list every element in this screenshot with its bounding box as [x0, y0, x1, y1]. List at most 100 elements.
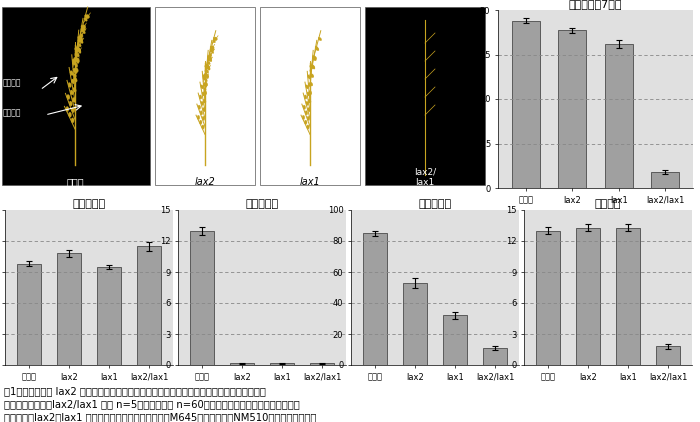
Bar [270, 363, 294, 365]
Ellipse shape [302, 115, 304, 119]
Bar [559, 30, 586, 188]
Ellipse shape [211, 46, 214, 49]
Ellipse shape [307, 116, 309, 120]
Ellipse shape [201, 85, 204, 89]
Ellipse shape [312, 65, 315, 69]
Ellipse shape [318, 37, 321, 41]
Ellipse shape [75, 57, 78, 62]
Ellipse shape [84, 18, 88, 21]
Ellipse shape [78, 38, 83, 43]
Bar [2, 7, 150, 185]
Ellipse shape [74, 73, 76, 78]
Ellipse shape [201, 101, 204, 106]
Title: 二次枝梗数: 二次枝梗数 [246, 199, 279, 209]
Ellipse shape [80, 33, 83, 37]
Text: lax2/
lax1: lax2/ lax1 [414, 168, 436, 187]
Title: 一株穂数: 一株穂数 [595, 199, 622, 209]
Ellipse shape [198, 105, 201, 109]
Ellipse shape [209, 55, 211, 58]
Ellipse shape [209, 53, 212, 56]
Ellipse shape [202, 125, 204, 129]
Text: 図1　疏粒変異体 lax2 の穂の形質および分げつ数。野生型写真に代表的な一次枝梗・二次枝
梗を矢印で示す。lax2/lax1 のみ n=5、それ以外は n=6: 図1 疏粒変異体 lax2 の穂の形質および分げつ数。野生型写真に代表的な一次枝… [4, 386, 316, 422]
Ellipse shape [309, 65, 313, 69]
Ellipse shape [199, 120, 202, 124]
Ellipse shape [208, 67, 210, 70]
Ellipse shape [66, 95, 70, 100]
Text: 野生型: 野生型 [66, 177, 84, 187]
Ellipse shape [72, 97, 76, 103]
Bar [365, 7, 485, 185]
Ellipse shape [211, 47, 214, 51]
Ellipse shape [78, 36, 81, 41]
Ellipse shape [71, 79, 75, 84]
Ellipse shape [87, 14, 90, 18]
Ellipse shape [203, 77, 205, 80]
Ellipse shape [199, 95, 202, 99]
Ellipse shape [206, 76, 209, 78]
Bar [651, 172, 679, 188]
Ellipse shape [203, 99, 206, 103]
Ellipse shape [79, 37, 83, 41]
Ellipse shape [311, 74, 314, 78]
Ellipse shape [83, 25, 86, 28]
Ellipse shape [307, 75, 311, 79]
Bar [230, 363, 254, 365]
Ellipse shape [78, 39, 80, 43]
Ellipse shape [197, 115, 199, 119]
Ellipse shape [205, 67, 207, 70]
Bar [190, 231, 214, 365]
Ellipse shape [202, 75, 206, 79]
Ellipse shape [80, 40, 83, 43]
Ellipse shape [206, 65, 210, 69]
Ellipse shape [309, 82, 313, 86]
Ellipse shape [303, 105, 306, 109]
Ellipse shape [209, 59, 212, 62]
Ellipse shape [208, 57, 211, 61]
Ellipse shape [77, 48, 81, 52]
Ellipse shape [207, 58, 210, 61]
Ellipse shape [76, 58, 80, 62]
Bar [97, 267, 121, 365]
Bar [363, 233, 387, 365]
Ellipse shape [206, 64, 209, 68]
Text: lax1: lax1 [300, 177, 321, 187]
Ellipse shape [66, 106, 69, 111]
Ellipse shape [70, 70, 74, 76]
Bar [483, 348, 507, 365]
Ellipse shape [204, 65, 208, 69]
Ellipse shape [83, 30, 85, 34]
Ellipse shape [75, 68, 78, 72]
Ellipse shape [213, 37, 216, 41]
Ellipse shape [307, 125, 309, 129]
Ellipse shape [206, 70, 209, 73]
Ellipse shape [69, 101, 72, 106]
Ellipse shape [203, 83, 206, 87]
Bar [656, 346, 680, 365]
Ellipse shape [81, 27, 85, 31]
Ellipse shape [76, 53, 79, 57]
Ellipse shape [211, 51, 214, 54]
Ellipse shape [75, 70, 77, 73]
Ellipse shape [205, 78, 207, 82]
Ellipse shape [314, 56, 316, 60]
Bar [512, 21, 540, 188]
Ellipse shape [81, 28, 84, 32]
Title: 分げつ数（7月）: 分げつ数（7月） [568, 0, 622, 9]
Ellipse shape [209, 56, 211, 60]
Ellipse shape [73, 61, 75, 65]
Ellipse shape [77, 47, 80, 51]
Title: 一次枝梗数: 一次枝梗数 [72, 199, 106, 209]
Ellipse shape [73, 87, 76, 92]
Ellipse shape [71, 118, 74, 123]
Ellipse shape [68, 83, 71, 87]
Bar [137, 246, 161, 365]
Ellipse shape [72, 59, 76, 64]
Ellipse shape [202, 116, 204, 120]
Ellipse shape [80, 35, 83, 39]
Ellipse shape [76, 46, 79, 50]
Ellipse shape [305, 111, 308, 115]
Ellipse shape [70, 90, 74, 95]
Ellipse shape [85, 15, 89, 19]
Ellipse shape [206, 65, 210, 68]
Text: 二次枝梗: 二次枝梗 [3, 78, 22, 87]
